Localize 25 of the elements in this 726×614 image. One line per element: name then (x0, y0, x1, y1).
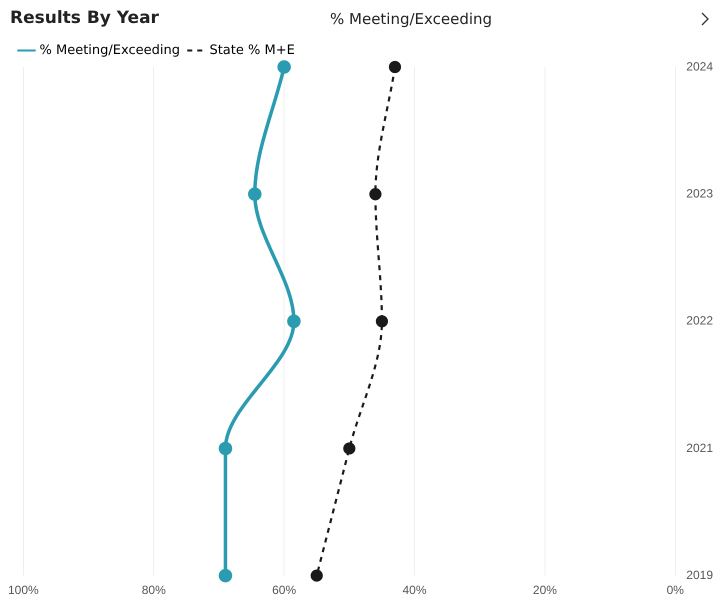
point (248, 187, 262, 201)
y-tick-label: 2021 (686, 440, 714, 455)
point (218, 442, 232, 456)
y-tick-label: 2022 (686, 314, 714, 328)
x-tick-label: 0% (666, 583, 684, 598)
legend-label: State % M+E (209, 42, 295, 58)
y-tick-label: 2024 (686, 59, 714, 74)
x-tick-label: 20% (532, 583, 558, 598)
point (376, 315, 388, 328)
x-tick-label: 100% (8, 583, 40, 598)
point (277, 60, 291, 74)
point (343, 442, 356, 455)
x-tick-label: 80% (142, 583, 166, 598)
y-tick-label: 2019 (686, 568, 714, 582)
point (218, 568, 232, 582)
x-tick-label: 60% (272, 583, 296, 598)
x-tick-label: 40% (402, 583, 427, 598)
point (287, 314, 301, 328)
legend-label: % Meeting/Exceeding (40, 42, 180, 58)
chart-subtitle: % Meeting/Exceeding (330, 10, 492, 28)
chart-title: Results By Year (10, 8, 159, 28)
point (369, 188, 382, 200)
point (388, 60, 402, 74)
point (310, 570, 323, 582)
y-tick-label: 2023 (686, 186, 714, 200)
